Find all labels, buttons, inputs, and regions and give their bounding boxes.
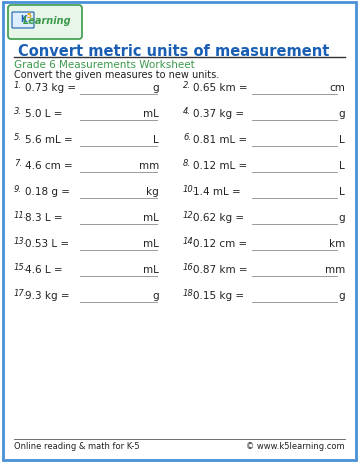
Text: 0.73 kg =: 0.73 kg = <box>25 83 76 93</box>
Text: 0.62 kg =: 0.62 kg = <box>193 213 244 223</box>
Text: 13.: 13. <box>14 237 27 245</box>
Text: 0.12 cm =: 0.12 cm = <box>193 238 247 249</box>
Text: g: g <box>339 109 345 119</box>
Text: 9.: 9. <box>14 185 22 194</box>
Text: g: g <box>152 290 159 300</box>
Text: kg: kg <box>146 187 159 197</box>
Text: 7.: 7. <box>14 159 22 168</box>
Text: 4.6 cm =: 4.6 cm = <box>25 161 73 171</box>
Text: 0.65 km =: 0.65 km = <box>193 83 248 93</box>
Text: 4.6 L =: 4.6 L = <box>25 264 62 275</box>
Text: L: L <box>339 135 345 144</box>
Text: 0.81 mL =: 0.81 mL = <box>193 135 247 144</box>
Text: mm: mm <box>139 161 159 171</box>
Text: 0.87 km =: 0.87 km = <box>193 264 248 275</box>
Text: L: L <box>339 161 345 171</box>
Text: Online reading & math for K-5: Online reading & math for K-5 <box>14 441 140 450</box>
Text: cm: cm <box>329 83 345 93</box>
Text: K: K <box>20 14 26 24</box>
Text: 9.3 kg =: 9.3 kg = <box>25 290 70 300</box>
Text: 17.: 17. <box>14 288 27 297</box>
Text: 6.: 6. <box>183 133 191 142</box>
Text: 2.: 2. <box>183 81 191 90</box>
Text: 3.: 3. <box>14 107 22 116</box>
Text: 0.37 kg =: 0.37 kg = <box>193 109 244 119</box>
Text: 0.15 kg =: 0.15 kg = <box>193 290 244 300</box>
Text: g: g <box>339 213 345 223</box>
Text: Convert metric units of measurement: Convert metric units of measurement <box>18 44 329 59</box>
Text: 0.18 g =: 0.18 g = <box>25 187 70 197</box>
Text: 4.: 4. <box>183 107 191 116</box>
Text: L: L <box>339 187 345 197</box>
Text: 5.6 mL =: 5.6 mL = <box>25 135 73 144</box>
Text: mL: mL <box>143 238 159 249</box>
FancyBboxPatch shape <box>12 13 34 29</box>
Text: 5.: 5. <box>14 133 22 142</box>
FancyBboxPatch shape <box>8 6 82 40</box>
Text: Grade 6 Measurements Worksheet: Grade 6 Measurements Worksheet <box>14 60 195 70</box>
Text: © www.k5learning.com: © www.k5learning.com <box>246 441 345 450</box>
Text: 10.: 10. <box>183 185 196 194</box>
Text: mm: mm <box>325 264 345 275</box>
Text: Convert the given measures to new units.: Convert the given measures to new units. <box>14 70 219 80</box>
Text: 1.4 mL =: 1.4 mL = <box>193 187 241 197</box>
Text: mL: mL <box>143 213 159 223</box>
Text: g: g <box>339 290 345 300</box>
Text: 14.: 14. <box>183 237 196 245</box>
Text: mL: mL <box>143 264 159 275</box>
Text: g: g <box>152 83 159 93</box>
Text: 0.53 L =: 0.53 L = <box>25 238 69 249</box>
Text: 16.: 16. <box>183 263 196 271</box>
Text: km: km <box>329 238 345 249</box>
Text: 8.3 L =: 8.3 L = <box>25 213 62 223</box>
Text: Learning: Learning <box>23 16 71 26</box>
Text: 11.: 11. <box>14 211 27 219</box>
Text: 0.12 mL =: 0.12 mL = <box>193 161 247 171</box>
Text: 18.: 18. <box>183 288 196 297</box>
Text: 15.: 15. <box>14 263 27 271</box>
Text: 5: 5 <box>27 13 31 19</box>
Text: 5.0 L =: 5.0 L = <box>25 109 62 119</box>
Text: 8.: 8. <box>183 159 191 168</box>
Text: L: L <box>153 135 159 144</box>
Text: 1.: 1. <box>14 81 22 90</box>
Text: mL: mL <box>143 109 159 119</box>
Text: 12.: 12. <box>183 211 196 219</box>
